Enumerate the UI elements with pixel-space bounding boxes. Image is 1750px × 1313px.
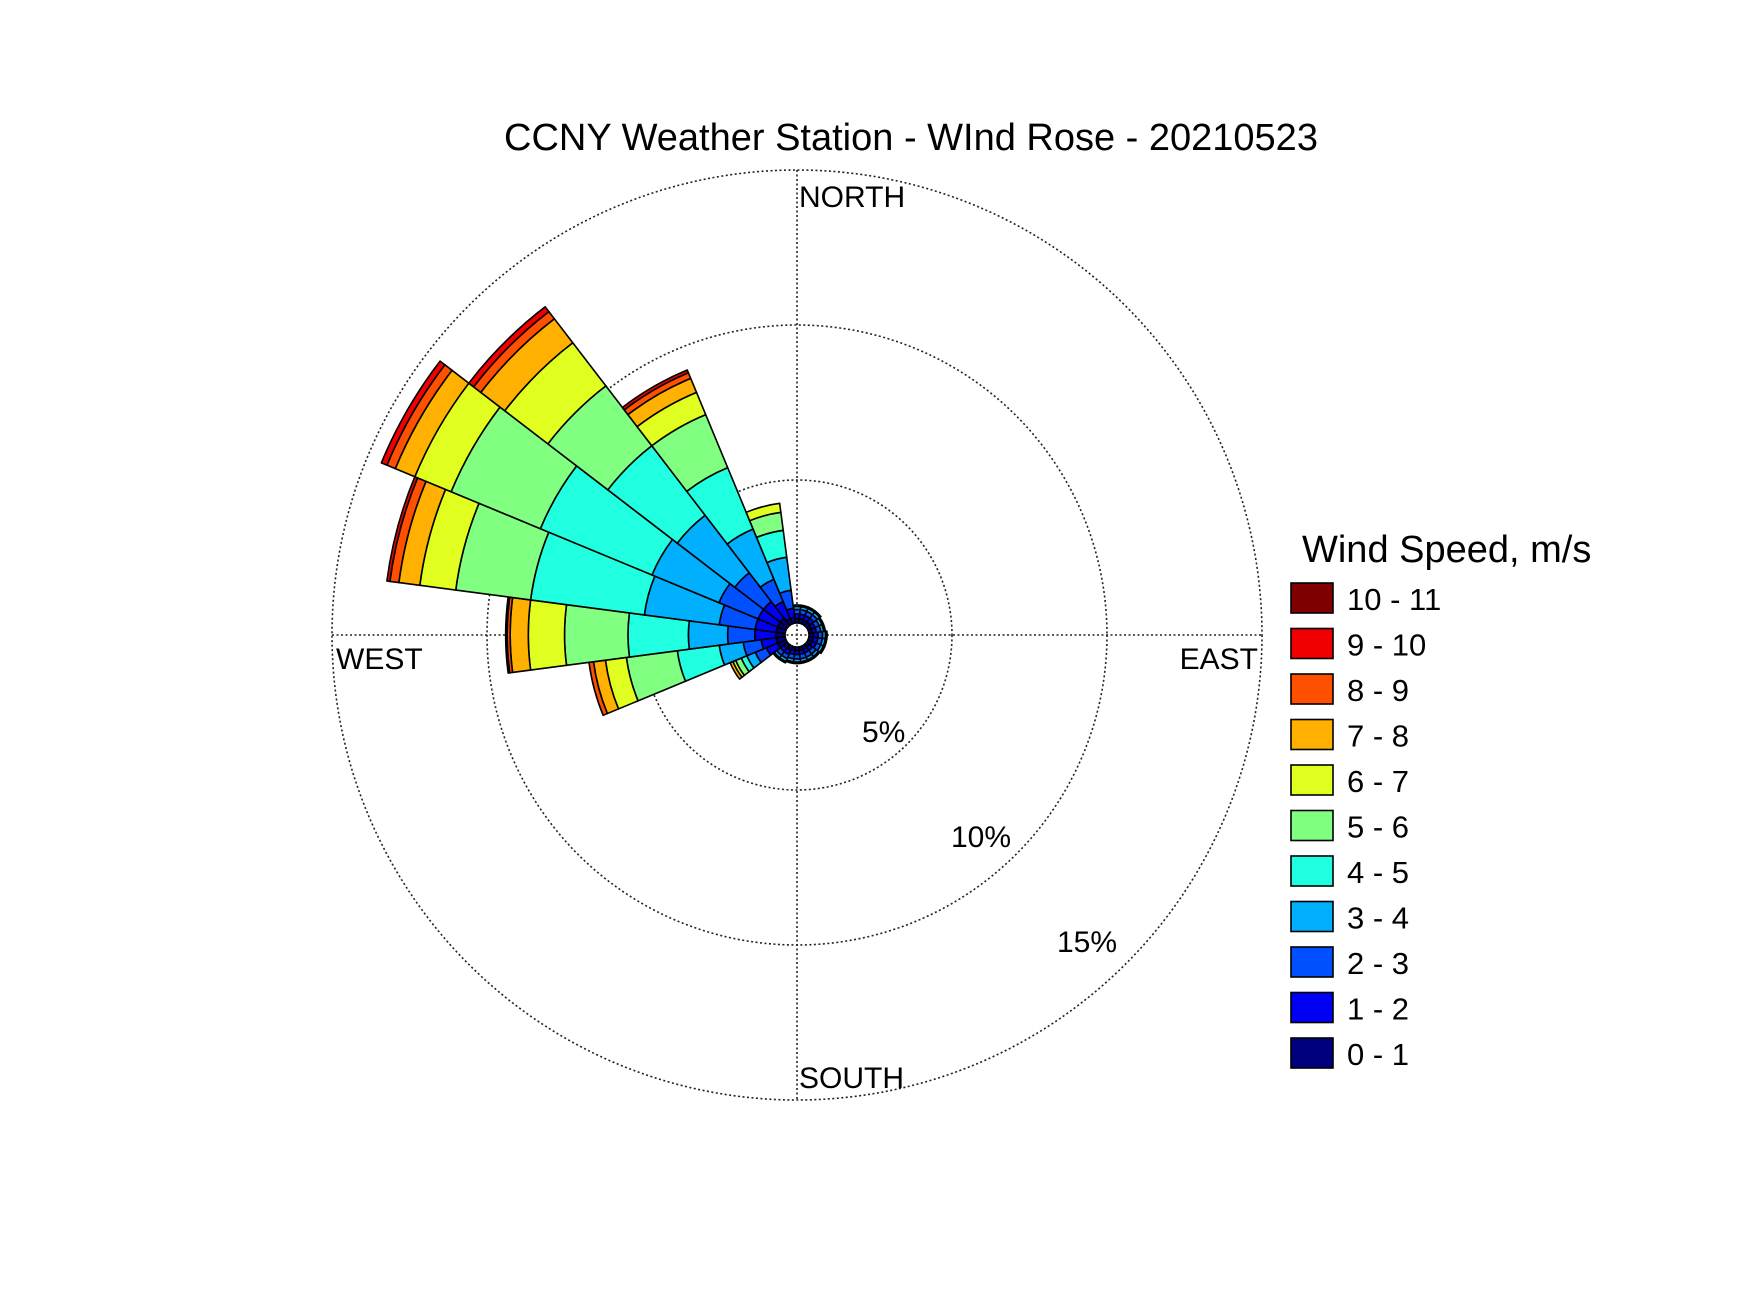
wedge-270deg-bin-5	[563, 603, 631, 667]
legend-swatch-3-4	[1290, 900, 1334, 933]
direction-label-west: WEST	[336, 643, 423, 676]
legend-swatch-2-3	[1290, 946, 1334, 978]
legend-label-1-2: 1 - 2	[1347, 992, 1409, 1027]
legend-label-0-1: 0 - 1	[1347, 1037, 1409, 1072]
legend-swatch-9-10	[1290, 627, 1334, 660]
wedge-330deg-bin-9	[621, 369, 690, 411]
legend-label-2-3: 2 - 3	[1347, 946, 1409, 981]
legend-label-6-7: 6 - 7	[1347, 764, 1409, 799]
legend: 10 - 11 9 - 10 8 - 9 7 - 8 6 - 7 5 - 6 4 - 5 3 …	[1290, 582, 1441, 1072]
ring-label-10: 10%	[951, 821, 1011, 854]
direction-label-east: EAST	[1180, 643, 1258, 676]
legend-title: Wind Speed, m/s	[1302, 529, 1591, 571]
legend-swatch-7-8	[1290, 718, 1334, 751]
wedge-90deg-bin-4	[824, 630, 828, 640]
wedge-0deg-bin-4	[792, 604, 802, 608]
wedge-180deg-bin-4	[792, 661, 802, 665]
wedge-300deg-bin-9	[380, 360, 446, 466]
ring-label-5: 5%	[862, 716, 905, 749]
legend-label-3-4: 3 - 4	[1347, 901, 1409, 936]
legend-label-5-6: 5 - 6	[1347, 810, 1409, 845]
legend-label-10-11: 10 - 11	[1347, 582, 1441, 617]
legend-label-9-10: 9 - 10	[1347, 628, 1426, 663]
legend-label-8-9: 8 - 9	[1347, 673, 1409, 708]
legend-swatch-5-6	[1290, 809, 1334, 842]
wedge-255deg-bin-4	[676, 644, 726, 682]
legend-swatch-10-11	[1290, 582, 1334, 614]
wedge-270deg-bin-7	[509, 596, 532, 674]
ring-label-15: 15%	[1057, 926, 1117, 959]
legend-swatch-1-2	[1290, 991, 1334, 1024]
wedge-270deg-bin-6	[527, 599, 568, 671]
legend-swatch-6-7	[1290, 764, 1334, 796]
direction-label-north: NORTH	[799, 181, 905, 214]
wind-rose-wedges	[380, 306, 828, 717]
legend-label-7-8: 7 - 8	[1347, 719, 1409, 754]
legend-swatch-8-9	[1290, 673, 1334, 705]
direction-label-south: SOUTH	[799, 1062, 904, 1095]
wedge-45deg-bin-4	[813, 610, 822, 619]
grid-ring-15	[331, 169, 1263, 1101]
legend-label-4-5: 4 - 5	[1347, 855, 1409, 890]
polar-grid	[331, 169, 1263, 1101]
legend-swatch-0-1	[1290, 1037, 1334, 1069]
wedge-345deg-bin-6	[745, 502, 782, 522]
wedge-315deg-bin-9	[468, 306, 550, 388]
wedge-120deg-bin-4	[818, 645, 826, 655]
chart-title: CCNY Weather Station - WInd Rose - 20210…	[504, 117, 1318, 159]
legend-swatch-4-5	[1290, 855, 1334, 887]
